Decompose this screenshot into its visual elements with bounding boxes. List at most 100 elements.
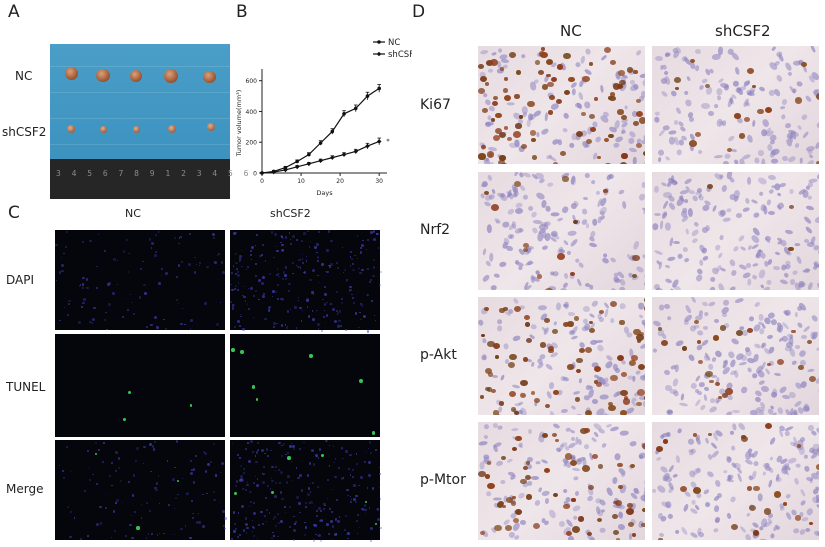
nucleus-dot (326, 523, 329, 526)
hematoxylin-nucleus (795, 255, 803, 265)
nucleus-dot (250, 253, 252, 256)
positive-stained-nucleus (563, 52, 571, 60)
nucleus-dot (316, 256, 320, 260)
positive-stained-nucleus (619, 79, 626, 86)
nucleus-dot (251, 451, 254, 454)
nucleus-dot (339, 325, 342, 328)
positive-stained-nucleus (612, 83, 621, 90)
positive-stained-nucleus (488, 372, 494, 377)
hematoxylin-nucleus (677, 252, 684, 260)
nucleus-dot (246, 441, 249, 444)
nucleus-dot (347, 494, 349, 497)
positive-stained-nucleus (508, 353, 517, 361)
nucleus-dot (364, 461, 367, 463)
nucleus-dot (354, 500, 358, 504)
hematoxylin-nucleus (590, 436, 597, 444)
positive-stained-nucleus (734, 113, 741, 120)
nucleus-dot (174, 497, 177, 500)
nucleus-dot (298, 474, 302, 477)
hematoxylin-nucleus (569, 237, 579, 247)
positive-stained-nucleus (721, 392, 729, 399)
data-point (377, 86, 381, 91)
positive-stained-nucleus (638, 364, 645, 371)
positive-stained-nucleus (643, 305, 645, 312)
nucleus-dot (276, 512, 279, 515)
nucleus-dot (304, 521, 306, 524)
hematoxylin-nucleus (498, 260, 507, 268)
nucleus-dot (155, 482, 159, 485)
nucleus-dot (220, 462, 224, 466)
positive-stained-nucleus (522, 243, 529, 249)
positive-stained-nucleus (587, 484, 594, 490)
hematoxylin-nucleus (807, 368, 815, 373)
positive-stained-nucleus (635, 334, 644, 341)
hematoxylin-nucleus (759, 313, 764, 321)
nucleus-dot (106, 328, 108, 331)
hematoxylin-nucleus (814, 215, 819, 225)
positive-stained-nucleus (641, 522, 645, 528)
hematoxylin-nucleus (681, 246, 689, 253)
panel-c-row-label-tunel: TUNEL (6, 380, 46, 394)
nucleus-dot (132, 312, 135, 316)
positive-stained-nucleus (524, 314, 531, 320)
nucleus-dot (160, 274, 163, 276)
apoptotic-cell-dot (364, 501, 367, 504)
positive-stained-nucleus (581, 112, 586, 116)
nucleus-dot (202, 524, 206, 528)
nucleus-dot (375, 448, 378, 451)
nucleus-dot (222, 271, 225, 274)
hematoxylin-nucleus (711, 204, 718, 213)
positive-stained-nucleus (522, 357, 529, 362)
positive-stained-nucleus (578, 347, 586, 354)
hematoxylin-nucleus (581, 326, 589, 332)
hematoxylin-nucleus (725, 207, 732, 213)
hematoxylin-nucleus (632, 157, 637, 164)
nucleus-dot (261, 522, 264, 525)
hematoxylin-nucleus (550, 211, 560, 217)
hematoxylin-nucleus (730, 269, 738, 277)
nucleus-dot (69, 535, 72, 539)
positive-stained-nucleus (757, 108, 764, 115)
nucleus-dot (299, 267, 302, 269)
nucleus-dot (63, 253, 65, 255)
nucleus-dot (333, 319, 337, 323)
nucleus-dot (245, 483, 249, 487)
hematoxylin-nucleus (568, 311, 575, 316)
nucleus-dot (295, 326, 298, 329)
hematoxylin-nucleus (696, 149, 703, 156)
nucleus-dot (284, 324, 287, 326)
apoptotic-cell-dot (371, 431, 375, 435)
nucleus-dot (332, 539, 334, 541)
ihc-pakt-shcsf2-image (652, 297, 819, 415)
positive-stained-nucleus (522, 247, 528, 252)
positive-stained-nucleus (504, 94, 512, 101)
positive-stained-nucleus (749, 505, 757, 512)
nucleus-dot (318, 230, 321, 233)
legend-marker (377, 40, 381, 44)
hematoxylin-nucleus (747, 474, 754, 482)
nucleus-dot (296, 265, 300, 269)
nucleus-dot (306, 255, 308, 257)
nucleus-dot (315, 515, 318, 517)
hematoxylin-nucleus (512, 335, 522, 343)
nucleus-dot (231, 307, 235, 310)
hematoxylin-nucleus (591, 218, 597, 227)
positive-stained-nucleus (746, 486, 752, 491)
nucleus-dot (351, 468, 355, 472)
ihc-ki67-shcsf2-image (652, 46, 819, 164)
nucleus-dot (352, 268, 355, 272)
positive-stained-nucleus (521, 143, 528, 149)
nucleus-dot (276, 249, 279, 253)
nucleus-dot (184, 525, 186, 527)
nucleus-dot (305, 505, 308, 508)
nucleus-dot (158, 475, 160, 477)
positive-stained-nucleus (616, 354, 625, 362)
positive-stained-nucleus (776, 359, 784, 366)
hematoxylin-nucleus (678, 139, 685, 146)
nucleus-dot (239, 456, 242, 460)
nucleus-dot (240, 316, 242, 318)
hematoxylin-nucleus (573, 475, 579, 481)
nucleus-dot (273, 256, 275, 259)
nucleus-dot (350, 499, 352, 501)
positive-stained-nucleus (767, 362, 772, 367)
